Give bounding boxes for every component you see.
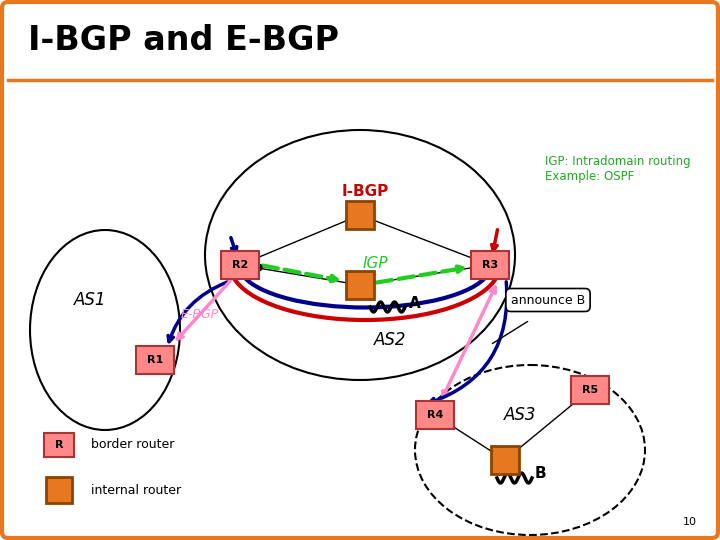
Text: R: R (55, 440, 63, 450)
Text: border router: border router (91, 438, 174, 451)
Text: R3: R3 (482, 260, 498, 270)
Text: I-BGP: I-BGP (341, 185, 389, 199)
Text: IGP: IGP (362, 255, 388, 271)
FancyBboxPatch shape (416, 401, 454, 429)
Text: A: A (409, 295, 421, 310)
FancyBboxPatch shape (221, 251, 259, 279)
FancyBboxPatch shape (46, 477, 72, 503)
Text: R5: R5 (582, 385, 598, 395)
Text: B: B (534, 467, 546, 482)
FancyBboxPatch shape (471, 251, 509, 279)
Text: I-BGP and E-BGP: I-BGP and E-BGP (28, 24, 339, 57)
Text: AS3: AS3 (504, 406, 536, 424)
Text: R4: R4 (427, 410, 444, 420)
Text: AS2: AS2 (374, 331, 406, 349)
Text: R2: R2 (232, 260, 248, 270)
FancyBboxPatch shape (346, 271, 374, 299)
FancyBboxPatch shape (346, 201, 374, 229)
Text: E-BGP: E-BGP (181, 308, 219, 321)
FancyBboxPatch shape (44, 433, 74, 457)
Text: AS1: AS1 (73, 291, 107, 309)
Text: 10: 10 (683, 517, 697, 527)
Text: R1: R1 (147, 355, 163, 365)
FancyBboxPatch shape (491, 446, 519, 474)
FancyBboxPatch shape (571, 376, 609, 404)
FancyBboxPatch shape (136, 346, 174, 374)
Text: IGP: Intradomain routing
Example: OSPF: IGP: Intradomain routing Example: OSPF (545, 155, 690, 183)
Text: internal router: internal router (91, 483, 181, 496)
Text: announce B: announce B (511, 294, 585, 307)
